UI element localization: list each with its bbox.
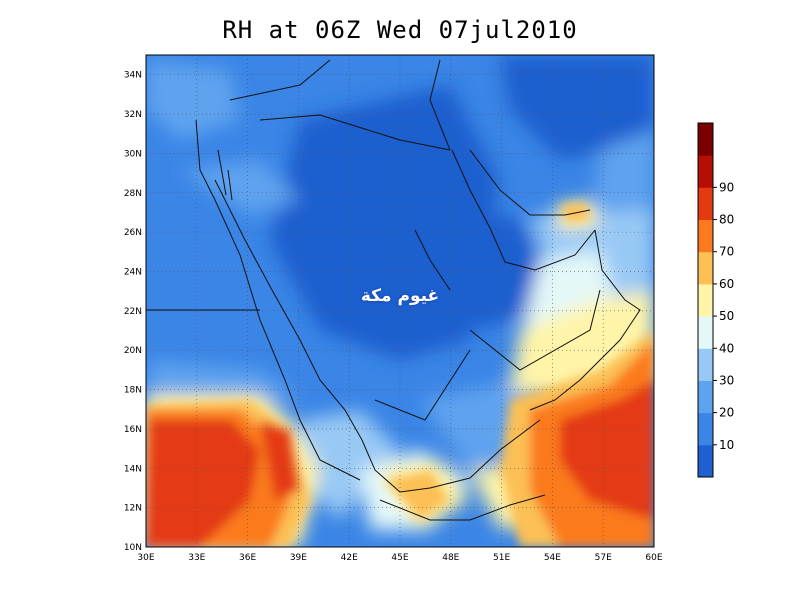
lon-label: 48E	[442, 553, 459, 563]
latitude-labels: 10N 12N 14N 16N 18N 20N 22N 24N 26N 28N 30N 32N 34N	[124, 71, 142, 553]
lat-label: 32N	[124, 110, 142, 120]
longitude-labels: 30E 33E 36E 39E 42E 45E 48E 51E 54E 57E 60E	[137, 553, 662, 563]
lat-label: 10N	[124, 543, 142, 553]
lat-label: 28N	[124, 189, 142, 199]
lon-label: 36E	[239, 553, 256, 563]
colorbar-segment	[698, 283, 713, 317]
colorbar-segment	[698, 123, 713, 156]
lon-label: 45E	[391, 553, 408, 563]
lat-label: 24N	[124, 267, 142, 277]
lon-label: 30E	[137, 553, 154, 563]
lon-label: 42E	[341, 553, 358, 563]
lat-label: 14N	[124, 464, 142, 474]
colorbar-frame	[697, 122, 714, 478]
colorbar-segment	[698, 251, 713, 285]
lat-label: 34N	[124, 71, 142, 81]
lon-label: 57E	[595, 553, 612, 563]
map-title: RH at 06Z Wed 07jul2010	[222, 16, 578, 44]
colorbar-label: 30	[719, 373, 734, 387]
colorbar-label: 60	[719, 277, 734, 291]
lat-label: 20N	[124, 346, 142, 356]
lon-label: 60E	[645, 553, 662, 563]
colorbar-segment	[698, 187, 713, 221]
lon-label: 54E	[544, 553, 561, 563]
coastlines	[146, 59, 641, 521]
lon-label: 51E	[493, 553, 510, 563]
lat-lon-grid	[146, 55, 654, 547]
lat-label: 30N	[124, 149, 142, 159]
colorbar-segment	[698, 155, 713, 188]
colorbar-segment	[698, 348, 713, 381]
watermark-text: غيوم مكة	[360, 286, 440, 306]
colorbar-label: 20	[719, 406, 734, 420]
colorbar-label: 90	[719, 180, 734, 194]
colorbar-label: 40	[719, 341, 734, 355]
humidity-field	[146, 55, 654, 547]
colorbar-label: 10	[719, 438, 734, 452]
plot-frame	[145, 54, 655, 548]
colorbar: 10 20 30 40 50 60 70 80 90	[697, 122, 734, 478]
lat-label: 22N	[124, 307, 142, 317]
lat-label: 26N	[124, 228, 142, 238]
lat-label: 16N	[124, 425, 142, 435]
lon-label: 39E	[290, 553, 307, 563]
colorbar-label: 80	[719, 213, 734, 227]
colorbar-segment	[698, 316, 713, 349]
colorbar-segment	[698, 412, 713, 446]
colorbar-label: 70	[719, 245, 734, 259]
lat-label: 12N	[124, 504, 142, 514]
colorbar-label: 50	[719, 309, 734, 323]
colorbar-segment	[698, 380, 713, 414]
lon-label: 33E	[188, 553, 205, 563]
lat-label: 18N	[124, 386, 142, 396]
colorbar-segment	[698, 219, 713, 253]
colorbar-segment	[698, 444, 713, 478]
